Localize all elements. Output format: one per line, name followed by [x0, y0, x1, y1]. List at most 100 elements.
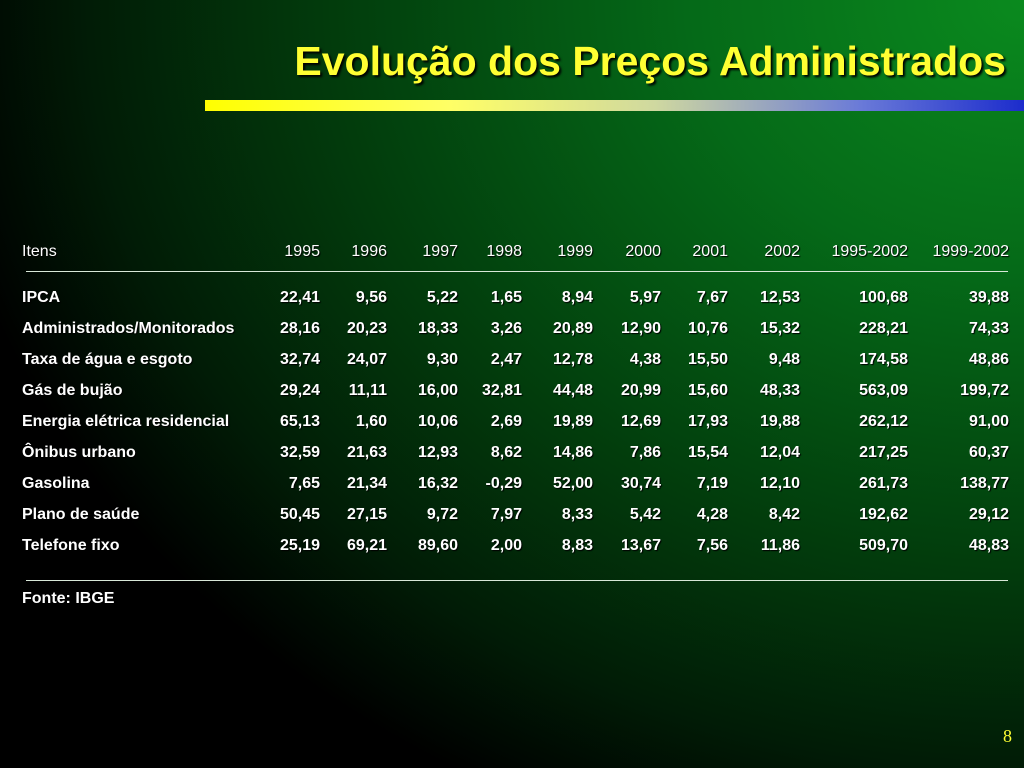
table-cell: 50,45	[279, 505, 320, 523]
table-cell: 11,86	[760, 536, 800, 554]
table-cell: 30,74	[620, 474, 661, 492]
header-divider	[26, 271, 1008, 272]
table-cell: 199,72	[960, 381, 1009, 399]
header-cell-2001: 2001	[692, 243, 728, 260]
table-cell: 5,22	[426, 288, 458, 306]
table-cell: 12,90	[620, 319, 661, 337]
table-cell: 5,97	[629, 288, 661, 306]
table-cell: 20,99	[620, 381, 661, 399]
table-cell: 262,12	[859, 412, 908, 430]
table-cell: 11,11	[348, 381, 387, 399]
table-body: IPCA 22,41 9,56 5,22 1,65 8,94 5,97 7,67 12,53 10…	[22, 266, 1012, 561]
table-cell: 14,86	[552, 443, 593, 461]
table-cell: 8,62	[490, 443, 522, 461]
row-item-label: Plano de saúde	[22, 505, 140, 523]
table-cell: 7,19	[696, 474, 728, 492]
table-row: Plano de saúde 50,45 27,15 9,72 7,97 8,33 5,42…	[22, 499, 1012, 530]
table-row: Telefone fixo 25,19 69,21 89,60 2,00 8,83 13,6…	[22, 530, 1012, 561]
table-cell: 7,56	[696, 536, 728, 554]
table-cell: 12,04	[759, 443, 800, 461]
header-cell-items: Itens	[22, 243, 57, 260]
table-cell: 12,10	[759, 474, 800, 492]
row-item-label: IPCA	[22, 288, 61, 306]
table-cell: 7,97	[490, 505, 522, 523]
table-cell: 25,19	[279, 536, 320, 554]
table-cell: 18,33	[417, 319, 458, 337]
table-cell: 2,00	[490, 536, 522, 554]
table-cell: 10,76	[687, 319, 728, 337]
table-cell: 217,25	[859, 443, 908, 461]
page-number: 8	[1003, 726, 1012, 746]
table-cell: 24,07	[346, 350, 387, 368]
header-cell-1997: 1997	[422, 243, 458, 260]
row-item-label: Gás de bujão	[22, 381, 123, 399]
table-cell: 8,33	[561, 505, 593, 523]
table-cell: 13,67	[620, 536, 661, 554]
table-cell: 27,15	[346, 505, 387, 523]
table-row: Energia elétrica residencial 65,13 1,60 10,…	[22, 406, 1012, 437]
table-cell: 74,33	[968, 319, 1009, 337]
table-row: Administrados/Monitorados 28,16 20,23 18,33…	[22, 313, 1012, 344]
price-table: Itens 1995 1996 1997 1998 1999 2000 2001…	[22, 238, 1012, 561]
row-item-label: Gasolina	[22, 474, 90, 492]
table-cell: 48,86	[968, 350, 1009, 368]
table-cell: 65,13	[279, 412, 320, 430]
table-cell: 16,00	[417, 381, 458, 399]
table-cell: 261,73	[859, 474, 908, 492]
table-spacer-row	[22, 266, 1012, 282]
table-cell: 52,00	[552, 474, 593, 492]
row-item-label: Taxa de água e esgoto	[22, 350, 193, 368]
table-cell: -0,29	[485, 474, 522, 492]
header-cell-1995-2002: 1995-2002	[831, 243, 908, 260]
row-item-label: Ônibus urbano	[22, 443, 136, 461]
table-cell: 7,86	[629, 443, 661, 461]
table-cell: 4,38	[629, 350, 661, 368]
table-cell: 22,41	[279, 288, 320, 306]
table-cell: 7,67	[696, 288, 728, 306]
table-cell: 9,56	[355, 288, 387, 306]
header-cell-1998: 1998	[486, 243, 522, 260]
table-cell: 12,78	[552, 350, 593, 368]
header-cell-1999-2002: 1999-2002	[932, 243, 1009, 260]
table-row: Ônibus urbano 32,59 21,63 12,93 8,62 14,86 7,8…	[22, 437, 1012, 468]
table-cell: 5,42	[629, 505, 661, 523]
table-row: IPCA 22,41 9,56 5,22 1,65 8,94 5,97 7,67 12,53 10…	[22, 282, 1012, 313]
header-cell-1999: 1999	[557, 243, 593, 260]
table-cell: 32,74	[279, 350, 320, 368]
table-row: Gás de bujão 29,24 11,11 16,00 32,81 44,48 20,…	[22, 375, 1012, 406]
table-cell: 8,94	[561, 288, 593, 306]
slide-title: Evolução dos Preços Administrados	[294, 38, 1006, 84]
footer-divider	[26, 580, 1008, 581]
table-cell: 19,88	[759, 412, 800, 430]
header-cell-1995: 1995	[284, 243, 320, 260]
table-cell: 20,23	[346, 319, 387, 337]
table-cell: 10,06	[417, 412, 458, 430]
table-cell: 32,59	[279, 443, 320, 461]
table-cell: 4,28	[696, 505, 728, 523]
table-cell: 29,24	[279, 381, 320, 399]
row-item-label: Telefone fixo	[22, 536, 120, 554]
table-cell: 1,65	[490, 288, 522, 306]
table-cell: 48,33	[759, 381, 800, 399]
table-cell: 21,63	[346, 443, 387, 461]
table-cell: 174,58	[859, 350, 908, 368]
table-row: Taxa de água e esgoto 32,74 24,07 9,30 2,47 1…	[22, 344, 1012, 375]
table-cell: 28,16	[279, 319, 320, 337]
table-cell: 32,81	[481, 381, 522, 399]
table-cell: 12,69	[620, 412, 661, 430]
table-cell: 44,48	[552, 381, 593, 399]
table-cell: 9,30	[426, 350, 458, 368]
table-cell: 29,12	[968, 505, 1009, 523]
title-underline-bar	[205, 100, 1024, 111]
table-cell: 9,48	[768, 350, 800, 368]
table-header-row: Itens 1995 1996 1997 1998 1999 2000 2001…	[22, 238, 1012, 266]
table-row: Gasolina 7,65 21,34 16,32 -0,29 52,00 30,74 7,1…	[22, 468, 1012, 499]
table-cell: 192,62	[859, 505, 908, 523]
table-cell: 69,21	[346, 536, 387, 554]
table-cell: 563,09	[859, 381, 908, 399]
source-note: Fonte: IBGE	[22, 590, 115, 607]
header-cell-1996: 1996	[351, 243, 387, 260]
table-cell: 19,89	[552, 412, 593, 430]
table-cell: 21,34	[346, 474, 387, 492]
table-cell: 2,69	[490, 412, 522, 430]
